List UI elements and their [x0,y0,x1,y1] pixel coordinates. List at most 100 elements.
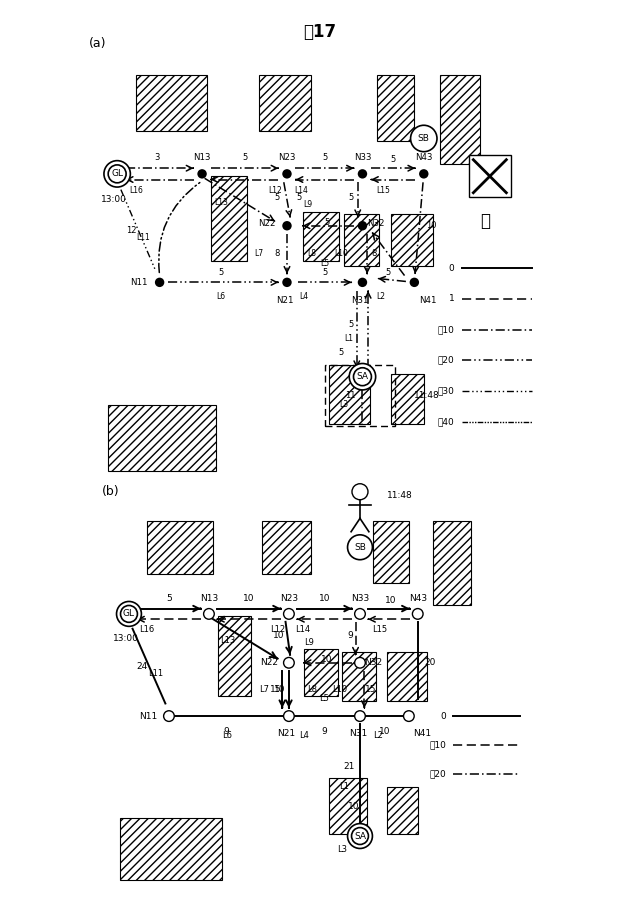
Circle shape [351,827,369,845]
Text: N22: N22 [258,219,275,228]
Text: N11: N11 [131,278,148,287]
Bar [324,365,396,426]
Text: GL: GL [123,609,135,618]
Text: 15: 15 [270,684,282,693]
Text: 5: 5 [166,594,172,603]
Text: L11: L11 [136,233,150,242]
Text: 5: 5 [386,268,391,278]
Bar [468,155,511,198]
Text: 11:48: 11:48 [414,391,440,400]
Text: L2: L2 [373,731,383,740]
Text: 5: 5 [339,348,344,357]
Text: 5: 5 [274,192,279,202]
Text: 5: 5 [322,153,327,162]
Text: GL: GL [111,169,123,179]
Circle shape [284,711,294,722]
Text: 10: 10 [321,655,332,664]
Text: L15: L15 [377,186,390,195]
Text: 8: 8 [372,249,377,258]
Text: N13: N13 [200,594,218,603]
Text: N22: N22 [260,659,278,667]
Text: 9: 9 [321,727,327,736]
Bar [259,75,310,131]
Text: L9: L9 [304,638,314,647]
Bar [211,176,247,261]
Bar [391,214,433,266]
Text: 9: 9 [224,727,230,736]
Text: N13: N13 [193,153,211,162]
Text: L12: L12 [268,186,282,195]
Text: L3: L3 [339,400,348,409]
Bar [376,75,414,141]
Bar [147,520,213,574]
Text: N43: N43 [415,153,433,162]
Text: L8: L8 [307,249,316,258]
Text: L11: L11 [148,669,163,678]
Bar [391,375,424,424]
Bar [344,214,379,266]
Text: 9: 9 [348,631,353,640]
Text: L13: L13 [220,636,236,645]
Text: L4: L4 [300,731,309,740]
Text: N32: N32 [367,219,385,228]
Text: L8: L8 [307,684,317,693]
Text: 0: 0 [441,712,447,721]
Text: L15: L15 [372,625,388,634]
Text: 囷17: 囷17 [303,23,337,41]
Circle shape [116,602,141,627]
Text: 10: 10 [426,221,436,230]
Text: L7: L7 [259,684,269,693]
Text: N21: N21 [278,729,296,738]
Circle shape [284,658,294,668]
Text: 🚲: 🚲 [480,212,490,230]
Text: L10: L10 [332,684,348,693]
Text: 8: 8 [275,249,280,258]
Circle shape [358,221,367,231]
Text: L7: L7 [254,249,263,258]
Text: N43: N43 [409,594,427,603]
Circle shape [355,658,365,668]
Circle shape [204,608,214,619]
Text: SB: SB [354,543,366,551]
Text: N23: N23 [278,153,296,162]
Text: L16: L16 [129,186,143,195]
Text: L6: L6 [216,292,225,300]
Circle shape [197,169,207,179]
Text: 10: 10 [348,802,359,812]
Text: L10: L10 [334,249,348,258]
Text: N23: N23 [280,594,298,603]
Circle shape [410,278,419,287]
Bar [342,651,376,701]
Circle shape [282,221,292,231]
Circle shape [164,711,174,722]
Circle shape [108,165,126,183]
Bar [136,75,207,131]
Text: L16: L16 [139,625,154,634]
Circle shape [419,169,429,179]
Text: N31: N31 [351,296,369,304]
Text: L14: L14 [294,625,310,634]
Text: L13: L13 [214,198,228,206]
Text: L6: L6 [221,731,232,740]
Text: L4: L4 [299,292,308,300]
Bar [218,616,251,696]
Text: 5: 5 [322,268,327,278]
Text: 11:48: 11:48 [387,491,412,500]
Circle shape [411,125,437,152]
Text: SB: SB [418,134,429,143]
Bar [433,520,471,605]
Text: N21: N21 [276,296,293,304]
Text: L9: L9 [303,200,313,209]
Text: 5: 5 [296,192,301,202]
Text: L14: L14 [294,186,308,195]
Text: 15: 15 [365,684,377,693]
Bar [303,212,339,261]
Text: 10: 10 [275,684,286,693]
Circle shape [353,367,371,386]
Circle shape [404,711,414,722]
Text: (a): (a) [89,37,106,50]
Text: ～10: ～10 [429,740,447,749]
Bar [387,787,418,834]
Text: 10: 10 [243,594,255,603]
Circle shape [155,278,164,287]
